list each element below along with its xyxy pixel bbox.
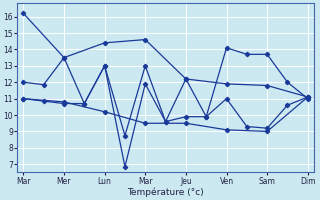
- X-axis label: Température (°c): Température (°c): [127, 187, 204, 197]
